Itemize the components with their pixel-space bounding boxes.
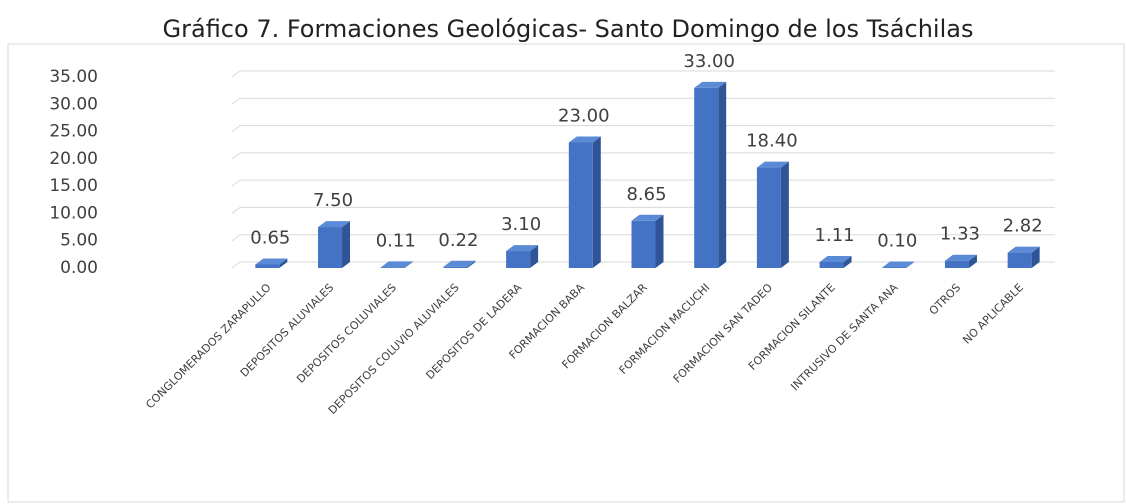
bar-front: [255, 264, 280, 268]
grid-line-depth: [231, 261, 241, 269]
bar-side: [279, 258, 288, 268]
bar: [318, 221, 351, 268]
bar: [255, 258, 288, 268]
bar-top: [631, 214, 664, 221]
y-tick-label: 10.00: [49, 203, 98, 223]
x-tick-label: OTROS: [927, 281, 964, 318]
bar-side: [718, 81, 727, 269]
bar-top: [944, 254, 977, 261]
bar-top: [819, 255, 852, 262]
x-tick-label: CONGLOMERADOS ZARAPULLO: [143, 281, 274, 412]
bar: [568, 136, 601, 268]
bar: [944, 254, 977, 268]
value-label: 3.10: [501, 214, 541, 235]
value-label: 2.82: [1003, 216, 1043, 237]
grid-line-depth: [231, 207, 241, 214]
bar-top: [694, 81, 727, 88]
value-label: 0.10: [877, 230, 917, 251]
chart-title: Gráfico 7. Formaciones Geológicas- Santo…: [163, 15, 974, 43]
chart-border: [7, 43, 1125, 503]
y-tick-label: 30.00: [49, 94, 98, 114]
y-tick-label: 15.00: [49, 176, 98, 196]
bar-front: [756, 167, 781, 268]
value-label: 0.22: [438, 230, 478, 251]
grid-line-depth: [231, 234, 241, 242]
bar-top: [756, 161, 789, 168]
grid-line-depth: [231, 125, 241, 132]
bar: [380, 261, 413, 268]
x-tick-label: NO APLICABLE: [960, 281, 1026, 347]
bar-side: [1031, 246, 1040, 268]
bar-side: [780, 161, 789, 268]
bar: [1007, 246, 1040, 268]
bar-top: [255, 258, 288, 265]
bar: [443, 260, 476, 268]
bar-front: [380, 267, 405, 268]
bar: [756, 161, 789, 268]
y-tick-label: 35.00: [49, 67, 98, 87]
bar: [819, 255, 852, 268]
value-label: 1.33: [940, 224, 980, 245]
bar-top: [568, 136, 601, 143]
grid-line-depth: [231, 97, 241, 105]
bar-side: [906, 261, 915, 268]
y-tick-label: 20.00: [49, 149, 98, 169]
bar-top: [882, 261, 915, 268]
bar-top: [506, 245, 539, 252]
bar-top: [380, 261, 413, 268]
value-label: 8.65: [626, 184, 666, 205]
bar: [506, 245, 539, 268]
bar-top: [1007, 246, 1040, 253]
bar-front: [443, 266, 468, 268]
value-label: 7.50: [313, 190, 353, 211]
grid-line-depth: [231, 70, 241, 78]
bar-side: [843, 255, 852, 268]
x-tick-label: INTRUSIVO DE SANTA ANA: [788, 281, 900, 393]
bar-front: [944, 260, 969, 268]
value-label: 18.40: [746, 131, 798, 152]
bar-side: [592, 136, 601, 268]
bar-front: [318, 227, 343, 268]
bar-top: [443, 260, 476, 267]
y-tick-label: 5.00: [60, 231, 98, 251]
x-tick-label: DEPOSITOS COLUVIO ALUVIALES: [326, 281, 462, 417]
bar-front: [1007, 252, 1032, 268]
bar-front: [631, 220, 656, 268]
bar-side: [404, 261, 413, 268]
bar: [694, 81, 727, 269]
value-label: 0.11: [376, 230, 416, 251]
bar-top: [318, 221, 351, 228]
bar-side: [467, 260, 476, 268]
bar: [631, 214, 664, 268]
y-tick-label: 0.00: [60, 258, 98, 278]
y-tick-label: 25.00: [49, 122, 98, 142]
value-label: 0.65: [250, 227, 290, 248]
bar-front: [694, 87, 719, 269]
grid-line-depth: [231, 179, 241, 187]
grid-line-depth: [231, 152, 241, 160]
bar-side: [655, 214, 664, 268]
value-label: 23.00: [558, 105, 610, 126]
bar-side: [342, 221, 351, 268]
bar-front: [819, 261, 844, 268]
bar-front: [506, 251, 531, 268]
x-tick-label: DEPOSITOS COLUVIALES: [294, 281, 399, 386]
value-label: 33.00: [683, 51, 735, 72]
bar: [882, 261, 915, 268]
bar-side: [530, 245, 539, 268]
bar-front: [568, 142, 593, 268]
value-label: 1.11: [815, 225, 855, 246]
bar-front: [882, 267, 907, 268]
bar-side: [968, 254, 977, 268]
